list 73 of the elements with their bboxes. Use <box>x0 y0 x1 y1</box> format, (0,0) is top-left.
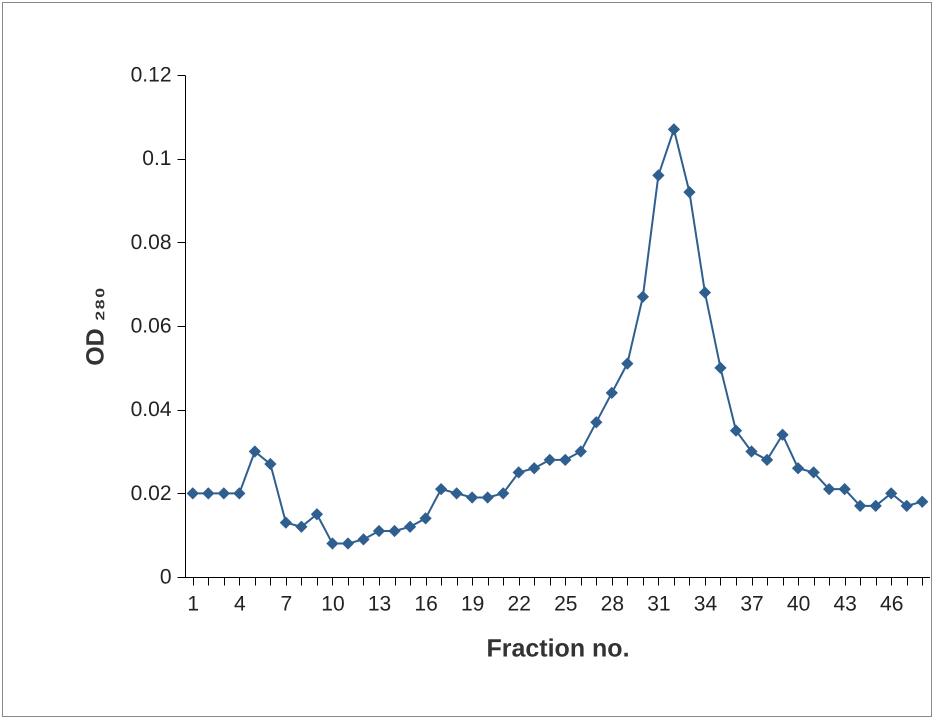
point <box>714 362 727 374</box>
y-tick-label: 0.12 <box>130 64 172 86</box>
x-tick-label: 28 <box>600 592 624 616</box>
point <box>698 286 712 299</box>
point <box>792 462 804 474</box>
y-axis-title: OD ₂₈₀ <box>82 287 110 366</box>
point <box>636 290 649 303</box>
x-tick-label: 43 <box>833 592 857 616</box>
y-tick-label: 0 <box>160 566 172 588</box>
x-tick-label: 4 <box>234 592 246 616</box>
point <box>466 491 478 504</box>
point <box>419 512 432 525</box>
point <box>822 483 836 496</box>
point <box>450 487 463 500</box>
point <box>683 186 696 198</box>
point <box>326 537 339 550</box>
point <box>186 487 199 500</box>
point <box>574 445 587 458</box>
x-tick-label: 13 <box>368 592 392 616</box>
point <box>885 487 898 500</box>
point <box>528 462 540 474</box>
point <box>760 454 774 466</box>
x-tick-label: 34 <box>694 592 718 616</box>
point <box>310 508 324 520</box>
y-tick-label: 0.04 <box>130 398 172 422</box>
y-tick-label: 0.1 <box>142 147 172 170</box>
x-tick-label: 1 <box>187 592 200 616</box>
point <box>497 487 510 500</box>
point <box>388 524 401 538</box>
point <box>280 516 292 529</box>
point <box>730 424 742 437</box>
x-tick-label: 16 <box>414 592 438 616</box>
point <box>544 454 556 466</box>
x-axis-title: Fraction no. <box>486 634 630 662</box>
point <box>559 454 572 466</box>
point <box>870 500 882 512</box>
point <box>248 445 261 458</box>
x-tick-label: 22 <box>508 592 531 616</box>
point <box>668 123 680 136</box>
x-tick-label: 19 <box>460 592 484 616</box>
point <box>776 428 789 441</box>
point <box>745 445 758 458</box>
point <box>900 500 913 512</box>
point <box>590 416 602 428</box>
point <box>264 458 276 470</box>
point <box>342 537 354 550</box>
point <box>372 524 386 538</box>
point <box>233 487 246 500</box>
point <box>807 466 820 479</box>
x-tick-label: 7 <box>280 592 292 616</box>
point <box>218 487 230 500</box>
point <box>652 169 665 182</box>
point <box>202 487 214 500</box>
point <box>482 491 494 504</box>
point <box>295 520 308 533</box>
point <box>434 483 448 496</box>
point <box>854 500 866 512</box>
point <box>606 386 618 400</box>
x-tick-label: 46 <box>880 592 904 616</box>
x-tick-label: 37 <box>740 592 764 616</box>
point <box>916 496 928 508</box>
x-tick-label: 31 <box>647 592 671 616</box>
y-tick-label: 0.08 <box>130 230 172 254</box>
point <box>838 483 851 496</box>
point <box>621 358 634 370</box>
point <box>357 533 370 546</box>
x-tick-label: 10 <box>321 592 345 616</box>
y-tick-label: 0.02 <box>130 482 172 505</box>
x-tick-label: 25 <box>554 592 578 616</box>
point <box>512 466 525 479</box>
point <box>404 520 416 533</box>
y-tick-label: 0.06 <box>130 314 172 338</box>
x-tick-label: 40 <box>786 592 810 616</box>
